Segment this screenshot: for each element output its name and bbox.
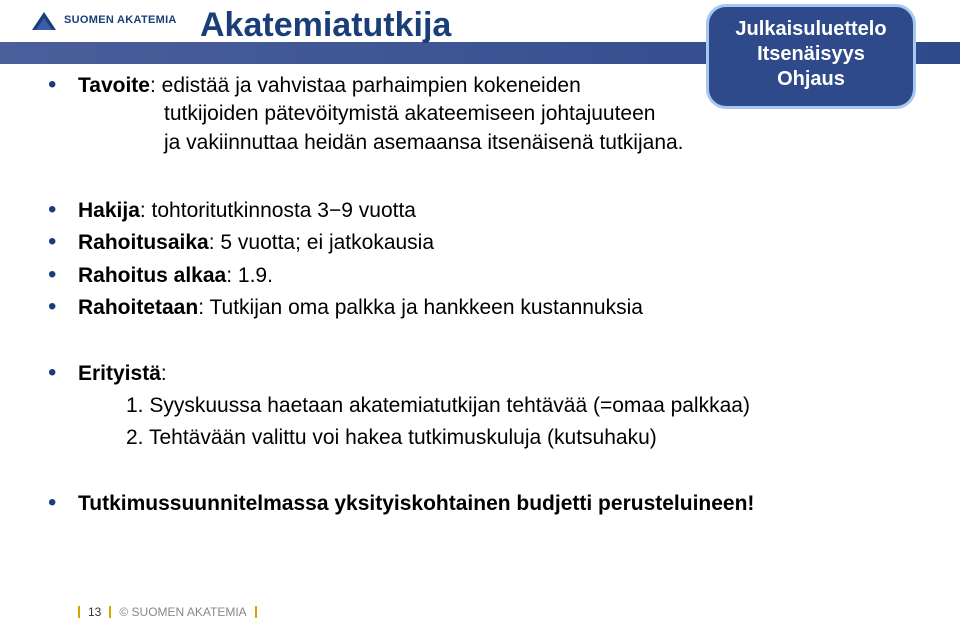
alkaa-text: : 1.9. [226,264,273,287]
rahoitusaika-label: Rahoitusaika [78,231,209,254]
slide-footer: 13 © SUOMEN AKATEMIA [70,605,265,619]
rahoitetaan-text: : Tutkijan oma palkka ja hankkeen kustan… [198,296,643,319]
footer-bar-2 [109,606,111,618]
erityista-2-text: Tehtävään valittu voi hakea tutkimuskulu… [144,426,657,449]
page-number: 13 [88,605,101,619]
hakija-text: : tohtoritutkinnosta 3−9 vuotta [140,199,416,222]
content-area: Tavoite: edistää ja vahvistaa parhaimpie… [48,72,912,522]
erityista-2-num: 2. [126,426,144,449]
erityista-2: 2. Tehtävään valittu voi hakea tutkimusk… [78,423,912,453]
alkaa-label: Rahoitus alkaa [78,264,226,287]
rahoitusaika-text: : 5 vuotta; ei jatkokausia [209,231,434,254]
page-title: Akatemiatutkija [200,6,451,45]
footer-note-item: Tutkimussuunnitelmassa yksityiskohtainen… [48,490,912,518]
alkaa-item: Rahoitus alkaa: 1.9. [48,262,912,290]
tavoite-label: Tavoite [78,74,150,97]
logo-icon [30,8,58,32]
footer-note-text: Tutkimussuunnitelmassa yksityiskohtainen… [78,492,754,515]
footer-bar-3 [255,606,257,618]
erityista-item: Erityistä: 1. Syyskuussa haetaan akatemi… [48,360,912,453]
erityista-1: 1. Syyskuussa haetaan akatemiatutkijan t… [78,391,912,421]
tavoite-line3: ja vakiinnuttaa heidän asemaansa itsenäi… [78,129,912,157]
erityista-block: Erityistä: 1. Syyskuussa haetaan akatemi… [48,360,912,453]
slide: SUOMEN AKATEMIA Akatemiatutkija Julkaisu… [0,0,960,639]
hakija-label: Hakija [78,199,140,222]
erityista-colon: : [161,362,167,385]
callout-line-1: Julkaisuluettelo [721,17,901,42]
brand-name: SUOMEN AKATEMIA [64,14,177,26]
tavoite-block: Tavoite: edistää ja vahvistaa parhaimpie… [48,72,912,157]
erityista-1-text: Syyskuussa haetaan akatemiatutkijan teht… [144,394,750,417]
brand-logo: SUOMEN AKATEMIA [30,8,177,32]
rahoitetaan-item: Rahoitetaan: Tutkijan oma palkka ja hank… [48,294,912,322]
rahoitusaika-item: Rahoitusaika: 5 vuotta; ei jatkokausia [48,229,912,257]
erityista-label: Erityistä [78,362,161,385]
callout-line-2: Itsenäisyys [721,42,901,67]
tavoite-text1: : edistää ja vahvistaa parhaimpien koken… [150,74,581,97]
tavoite-item: Tavoite: edistää ja vahvistaa parhaimpie… [48,72,912,157]
footer-copyright: © SUOMEN AKATEMIA [119,605,246,619]
hakija-item: Hakija: tohtoritutkinnosta 3−9 vuotta [48,197,912,225]
footer-note-block: Tutkimussuunnitelmassa yksityiskohtainen… [48,490,912,518]
details-block: Hakija: tohtoritutkinnosta 3−9 vuotta Ra… [48,197,912,322]
tavoite-line2: tutkijoiden pätevöitymistä akateemiseen … [78,100,912,128]
rahoitetaan-label: Rahoitetaan [78,296,198,319]
footer-bar-1 [78,606,80,618]
erityista-1-num: 1. [126,394,144,417]
